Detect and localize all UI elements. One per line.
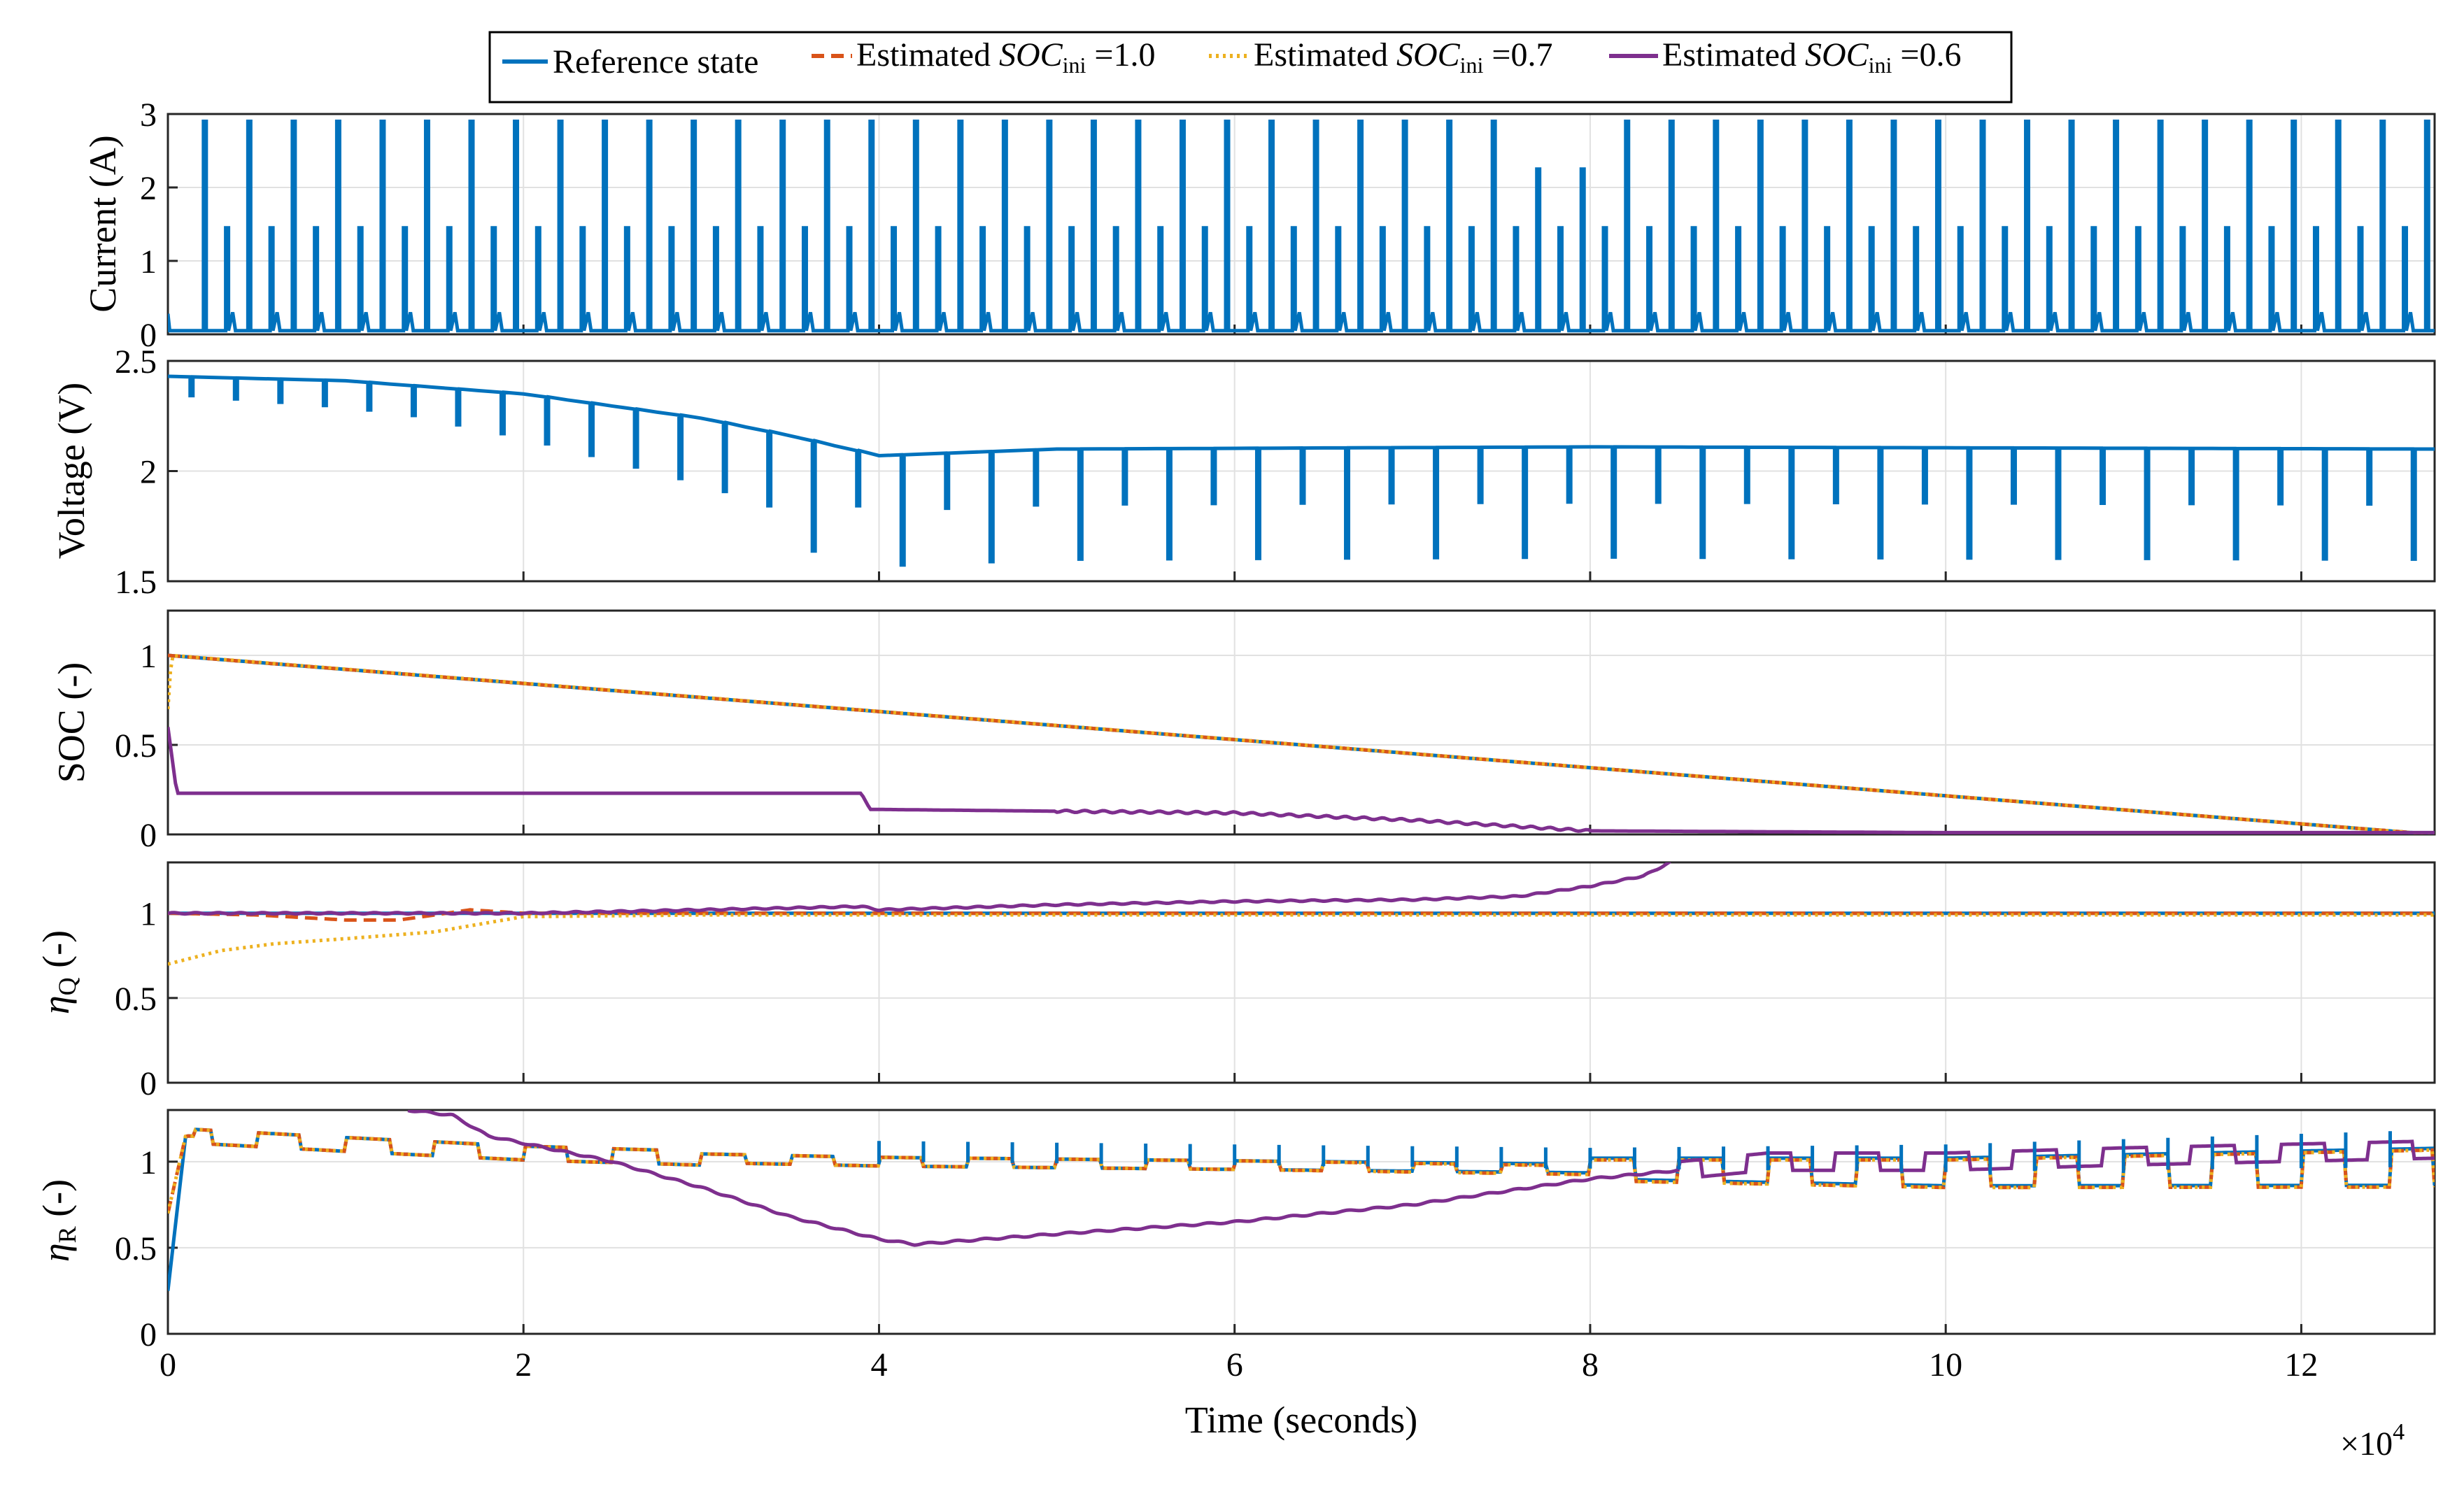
legend-label-soc-0-7: Estimated SOCini =0.7 bbox=[1254, 36, 1553, 78]
x-multiplier: ×104 bbox=[2340, 1419, 2405, 1463]
etaR-axes-box bbox=[167, 1109, 2436, 1335]
series-soc-soc-0-7 bbox=[168, 653, 2435, 834]
legend-label-reference: Reference state bbox=[553, 43, 758, 80]
xtick-label-6: 12 bbox=[2284, 1346, 2318, 1383]
xtick-label-1: 2 bbox=[515, 1346, 532, 1383]
series-eta-q-soc-0-6 bbox=[168, 862, 1671, 916]
panel-soc: 00.51 bbox=[115, 609, 2436, 854]
series-eta-r-soc-1-0 bbox=[168, 1127, 2435, 1214]
xtick-label-0: 0 bbox=[160, 1346, 176, 1383]
current-axes-box bbox=[167, 113, 2436, 336]
current-ytick-label-3: 3 bbox=[140, 97, 157, 134]
etaQ-ytick-label-2: 1 bbox=[140, 896, 157, 933]
etaQ-ytick-label-0: 0 bbox=[140, 1065, 157, 1102]
series-current-reference bbox=[168, 120, 2435, 333]
etaQ-ytick-label-1: 0.5 bbox=[115, 981, 157, 1018]
legend-item-soc-0-6: Estimated SOCini =0.6 bbox=[1609, 36, 1962, 78]
ylabel-voltage: Voltage (V) bbox=[50, 383, 92, 559]
current-ytick-label-1: 1 bbox=[140, 243, 157, 280]
etaR-ytick-label-1: 0.5 bbox=[115, 1230, 157, 1267]
legend-label-soc-1-0: Estimated SOCini =1.0 bbox=[856, 36, 1156, 78]
panel-voltage: 1.5 2 2.5 bbox=[115, 343, 2436, 601]
panel-eta-r: 00.510 2 4 6 8 10 12 bbox=[115, 1109, 2436, 1383]
soc-axes-box bbox=[167, 609, 2436, 836]
voltage-axes-box bbox=[167, 360, 2436, 583]
legend-item-soc-1-0: Estimated SOCini =1.0 bbox=[812, 36, 1156, 78]
xtick-label-2: 4 bbox=[870, 1346, 887, 1383]
soc-ytick-label-1: 0.5 bbox=[115, 727, 157, 764]
series-soc-soc-0-6 bbox=[168, 727, 2435, 834]
panel-current: 0 1 2 3 bbox=[140, 97, 2436, 354]
soc-ytick-label-0: 0 bbox=[140, 817, 157, 854]
voltage-ytick-label-2: 2.5 bbox=[115, 343, 157, 380]
etaQ-axes-box bbox=[167, 861, 2436, 1084]
legend: Reference state Estimated SOCini =1.0 Es… bbox=[488, 31, 2013, 104]
xtick-label-4: 8 bbox=[1582, 1346, 1599, 1383]
current-ytick-label-0: 0 bbox=[140, 317, 157, 354]
legend-item-soc-0-7: Estimated SOCini =0.7 bbox=[1209, 36, 1553, 78]
voltage-ytick-label-1: 2 bbox=[140, 454, 157, 491]
etaR-ytick-label-2: 1 bbox=[140, 1144, 157, 1181]
ylabel-eta-q: ηQ (-) bbox=[35, 930, 81, 1014]
xtick-label-5: 10 bbox=[1929, 1346, 1962, 1383]
xtick-label-3: 6 bbox=[1226, 1346, 1243, 1383]
series-eta-r-reference bbox=[168, 1127, 2435, 1291]
legend-box bbox=[488, 31, 2013, 104]
ylabel-soc: SOC (-) bbox=[50, 662, 92, 783]
legend-item-reference: Reference state bbox=[502, 43, 758, 80]
etaR-ytick-label-0: 0 bbox=[140, 1316, 157, 1353]
series-eta-r-reference-spikes bbox=[877, 1131, 2392, 1172]
series-eta-q-soc-0-7 bbox=[168, 913, 2435, 966]
ylabel-current: Current (A) bbox=[82, 135, 124, 312]
panel-eta-q: 00.51 bbox=[115, 861, 2436, 1102]
legend-label-soc-0-6: Estimated SOCini =0.6 bbox=[1662, 36, 1962, 78]
series-voltage-reference bbox=[168, 374, 2435, 567]
ylabel-eta-r: ηR (-) bbox=[35, 1179, 81, 1262]
series-eta-r-soc-0-6 bbox=[407, 1110, 2435, 1247]
voltage-ytick-label-0: 1.5 bbox=[115, 564, 157, 601]
current-ytick-label-2: 2 bbox=[140, 170, 157, 207]
soc-ytick-label-2: 1 bbox=[140, 638, 157, 675]
xlabel: Time (seconds) bbox=[1185, 1399, 1418, 1441]
